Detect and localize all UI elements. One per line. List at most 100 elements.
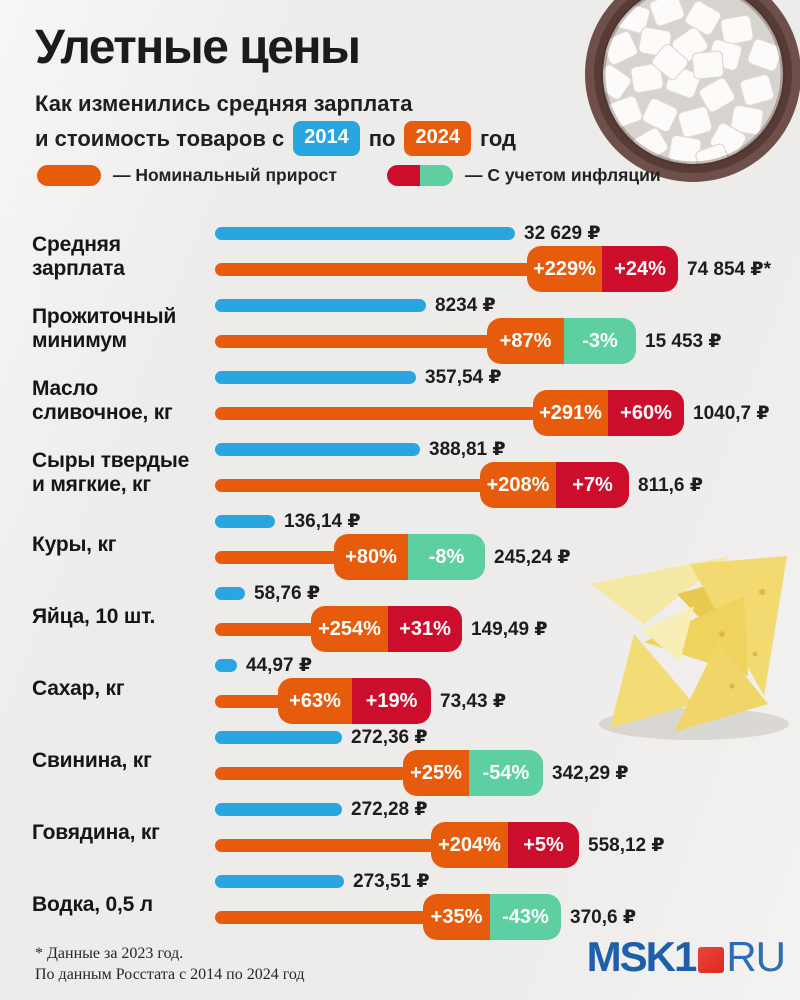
bar-2014 — [215, 731, 342, 744]
value-2024: 1040,7 ₽ — [693, 402, 770, 424]
bar-line-2024: +229% +24% 74 854 ₽* — [215, 246, 800, 292]
nominal-growth-badge: +35% — [423, 894, 490, 940]
value-2024: 370,6 ₽ — [570, 906, 637, 928]
nominal-growth-badge: +63% — [278, 678, 352, 724]
value-2014: 32 629 ₽ — [524, 223, 601, 244]
bar-2014 — [215, 659, 237, 672]
bar-line-2024: +208% +7% 811,6 ₽ — [215, 462, 800, 508]
bar-2024 — [215, 406, 546, 420]
bar-2024 — [215, 694, 291, 708]
inflation-adjusted-badge: +7% — [556, 462, 629, 508]
category-label: Яйца, 10 шт. — [32, 605, 215, 629]
value-2014: 58,76 ₽ — [254, 583, 321, 604]
inflation-adjusted-badge: -3% — [564, 318, 636, 364]
inflation-adjusted-badge: -43% — [490, 894, 561, 940]
bar-line-2014: 8234 ₽ — [215, 293, 800, 318]
table-row: Водка, 0,5 л 273,51 ₽ +35% -43% 370,6 ₽ — [32, 869, 800, 940]
category-label-line2: зарплата — [32, 256, 125, 280]
bar-line-2024: +25% -54% 342,29 ₽ — [215, 750, 800, 796]
bar-line-2014: 32 629 ₽ — [215, 221, 800, 246]
category-label: Прожиточный минимум — [32, 305, 215, 353]
category-label-line1: Водка, 0,5 л — [32, 892, 153, 916]
inflation-adjusted-badge: +60% — [608, 390, 684, 436]
row-bars: 388,81 ₽ +208% +7% 811,6 ₽ — [215, 437, 800, 508]
table-row: Свинина, кг 272,36 ₽ +25% -54% 342,29 ₽ — [32, 725, 800, 796]
inflation-adjusted-badge: -8% — [408, 534, 485, 580]
bar-line-2014: 273,51 ₽ — [215, 869, 800, 894]
category-label: Масло сливочное, кг — [32, 377, 215, 425]
value-2014: 8234 ₽ — [435, 295, 496, 316]
subtitle-prefix: и стоимость товаров с — [35, 125, 285, 151]
year-2024-badge: 2024 — [404, 121, 471, 156]
logo-red-square-icon — [698, 947, 725, 973]
table-row: Сахар, кг 44,97 ₽ +63% +19% 73,43 ₽ — [32, 653, 800, 724]
row-bars: 357,54 ₽ +291% +60% 1040,7 ₽ — [215, 365, 800, 436]
value-2014: 273,51 ₽ — [353, 871, 430, 892]
inflation-legend-label: — С учетом инфляции — [464, 165, 661, 185]
category-label: Свинина, кг — [32, 749, 215, 773]
bar-2024 — [215, 550, 347, 564]
category-label: Сыры твердые и мягкие, кг — [32, 449, 215, 497]
cheese-image — [590, 556, 789, 740]
header: Улетные цены Как изменились средняя зарп… — [35, 20, 516, 156]
bar-2024 — [215, 910, 436, 924]
category-label: Куры, кг — [32, 533, 215, 557]
bar-2024 — [215, 334, 500, 348]
bar-2024 — [215, 766, 416, 780]
inflation-adjusted-badge: +19% — [352, 678, 431, 724]
bar-2024 — [215, 622, 324, 636]
table-row: Сыры твердые и мягкие, кг 388,81 ₽ +208%… — [32, 437, 800, 508]
table-row: Прожиточный минимум 8234 ₽ +87% -3% 15 4… — [32, 293, 800, 364]
table-row: Яйца, 10 шт. 58,76 ₽ +254% +31% 149,49 ₽ — [32, 581, 800, 652]
inflation-adjusted-badge: -54% — [469, 750, 543, 796]
value-2014: 357,54 ₽ — [425, 367, 502, 388]
bar-2014 — [215, 299, 426, 312]
category-label-line1: Сахар, кг — [32, 676, 125, 700]
value-2024: 245,24 ₽ — [494, 546, 571, 568]
category-label-line1: Прожиточный — [32, 304, 177, 328]
inflation-red-swatch — [386, 165, 420, 186]
row-bars: 273,51 ₽ +35% -43% 370,6 ₽ — [215, 869, 800, 940]
bar-line-2024: +204% +5% 558,12 ₽ — [215, 822, 800, 868]
category-label-line2: и мягкие, кг — [32, 472, 151, 496]
category-label-line1: Говядина, кг — [32, 820, 160, 844]
category-label-line1: Сыры твердые — [32, 448, 190, 472]
msk1ru-logo: MSK1 RU — [586, 933, 786, 980]
nominal-growth-badge: +25% — [403, 750, 469, 796]
bar-2024 — [215, 262, 540, 276]
category-label: Средняя зарплата — [32, 233, 215, 281]
bar-2024 — [215, 478, 493, 492]
category-label-line2: минимум — [32, 328, 127, 352]
bar-line-2014: 136,14 ₽ — [215, 509, 800, 534]
category-label-line1: Свинина, кг — [32, 748, 152, 772]
footnote-2: По данным Росстата с 2014 по 2024 год — [35, 965, 305, 983]
value-2014: 388,81 ₽ — [429, 439, 506, 460]
value-2024: 558,12 ₽ — [588, 834, 665, 856]
value-2014: 272,28 ₽ — [351, 799, 428, 820]
logo-text-msk1: MSK1 — [586, 933, 698, 980]
bar-line-2014: 357,54 ₽ — [215, 365, 800, 390]
subtitle-suffix: год — [479, 125, 516, 151]
row-bars: 44,97 ₽ +63% +19% 73,43 ₽ — [215, 653, 800, 724]
value-2024: 73,43 ₽ — [440, 690, 507, 712]
nominal-growth-badge: +204% — [431, 822, 508, 868]
value-2014: 136,14 ₽ — [284, 511, 361, 532]
category-label-line1: Средняя — [32, 232, 121, 256]
nominal-growth-badge: +208% — [480, 462, 556, 508]
table-row: Говядина, кг 272,28 ₽ +204% +5% 558,12 ₽ — [32, 797, 800, 868]
nominal-growth-badge: +291% — [533, 390, 608, 436]
bar-2014 — [215, 443, 420, 456]
footer: * Данные за 2023 год. По данным Росстата… — [35, 933, 786, 986]
inflation-adjusted-badge: +24% — [602, 246, 678, 292]
nominal-growth-badge: +229% — [527, 246, 602, 292]
value-2024: 74 854 ₽* — [687, 258, 772, 280]
page-title: Улетные цены — [35, 21, 361, 74]
value-2024: 342,29 ₽ — [552, 762, 629, 784]
nominal-legend-label: — Номинальный прирост — [113, 165, 337, 185]
inflation-green-swatch — [419, 165, 453, 186]
bar-2014 — [215, 371, 416, 384]
inflation-adjusted-badge: +5% — [508, 822, 579, 868]
nominal-growth-badge: +80% — [334, 534, 408, 580]
table-row: Масло сливочное, кг 357,54 ₽ +291% +60% … — [32, 365, 800, 436]
bar-line-2014: 272,28 ₽ — [215, 797, 800, 822]
